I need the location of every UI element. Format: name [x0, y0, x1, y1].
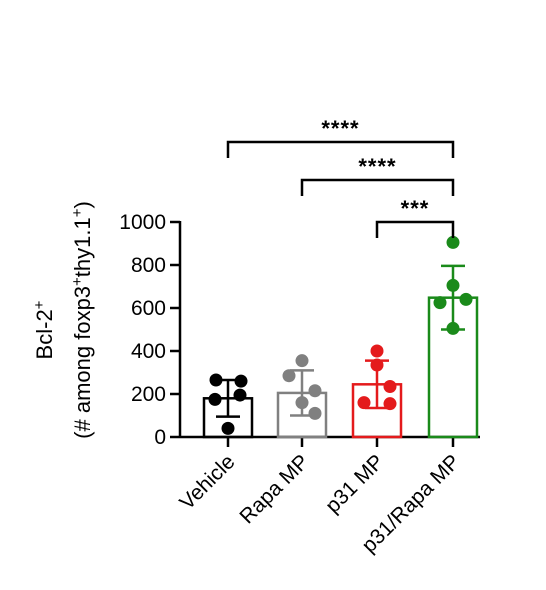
significance-label-3: ***: [401, 196, 430, 221]
point-4: [459, 292, 473, 306]
y-tick-label: 800: [131, 254, 166, 277]
point-2: [295, 354, 309, 368]
data-points: [208, 235, 473, 435]
point-1: [233, 388, 247, 402]
point-1: [221, 421, 235, 435]
bars: [202, 296, 479, 439]
y-axis-label: Bcl-2+ (# among foxp3+thy1.1+): [31, 201, 96, 439]
significance-bracket-3: [375, 220, 455, 238]
point-3: [357, 396, 371, 410]
point-1: [208, 392, 222, 406]
point-2: [308, 406, 322, 420]
point-3: [383, 379, 397, 393]
category-label-2: Rapa MP: [235, 450, 313, 528]
point-2: [308, 384, 322, 398]
significance-bracket-2: [300, 178, 455, 196]
category-label-1: Vehicle: [175, 450, 239, 514]
y-axis-label-line2: (# among foxp3+thy1.1+): [69, 201, 96, 439]
y-tick-label: 400: [131, 340, 166, 363]
axes: 0 200 400 600 800 1000: [119, 211, 480, 449]
significance-label-2: ****: [358, 154, 396, 179]
significance-label-1: ****: [321, 116, 359, 141]
error-bars: [216, 264, 465, 418]
point-4: [433, 296, 447, 310]
point-1: [234, 374, 248, 388]
category-label-3: p31 MP: [321, 450, 388, 517]
point-2: [282, 369, 296, 383]
y-tick-label: 600: [131, 297, 166, 320]
point-3: [370, 344, 384, 358]
significance-bracket-1: [226, 140, 455, 158]
point-4: [446, 235, 460, 249]
y-tick-label: 0: [154, 426, 166, 449]
significance-brackets: ***********: [226, 116, 455, 238]
y-axis-label-line1: Bcl-2+: [31, 300, 58, 359]
y-tick-label: 1000: [119, 211, 166, 234]
y-tick-label: 200: [131, 383, 166, 406]
